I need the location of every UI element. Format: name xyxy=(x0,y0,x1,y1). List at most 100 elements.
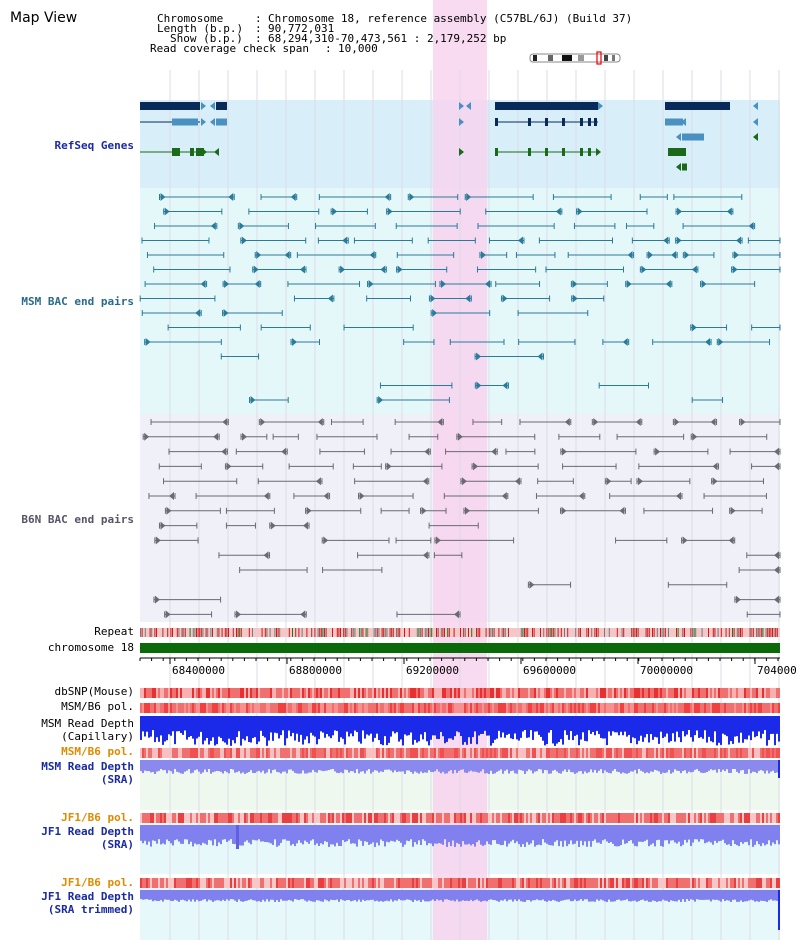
jf1-b6-pol-2-cell xyxy=(542,878,544,888)
msm-b6-pol-2-cell xyxy=(268,748,270,758)
track-label-msm-b6-pol[interactable]: MSM/B6 pol. xyxy=(61,700,134,713)
jf1-trim-depth-bar xyxy=(256,890,258,902)
msm-b6-pol-cell xyxy=(680,703,682,713)
dbsnp-cell xyxy=(302,688,304,698)
coverage-label: Read coverage check span xyxy=(150,42,309,55)
msm-sra-depth-bar xyxy=(466,760,468,774)
msm-sra-depth-bar xyxy=(502,760,504,774)
dbsnp-cell xyxy=(470,688,472,698)
msm-b6-pol-cell xyxy=(388,703,390,713)
jf1-trim-depth-bar xyxy=(290,890,292,901)
track-label-jf1-b6-pol-2[interactable]: JF1/B6 pol. xyxy=(61,876,134,889)
ideogram-band xyxy=(562,55,572,61)
coverage-value: 10,000 xyxy=(338,42,378,55)
track-label-msm-depth-sra[interactable]: MSM Read Depth xyxy=(41,760,134,773)
track-label-jf1-b6-pol[interactable]: JF1/B6 pol. xyxy=(61,811,134,824)
jf1-b6-pol-2-cell xyxy=(440,878,442,888)
repeat-element xyxy=(476,628,477,637)
jf1-trim-depth-bar xyxy=(328,890,330,902)
track-label-msm-depth-capillary[interactable]: MSM Read Depth xyxy=(41,717,134,730)
msm-b6-pol-cell xyxy=(632,703,634,713)
track-label-dbsnp[interactable]: dbSNP(Mouse) xyxy=(54,685,134,698)
jf1-sra-depth-bar xyxy=(254,825,256,841)
jf1-b6-pol-cell xyxy=(766,813,768,823)
track-label-b6n-bac[interactable]: B6N BAC end pairs xyxy=(21,513,134,526)
msm-b6-pol-cell xyxy=(436,703,438,713)
jf1-b6-pol-cell xyxy=(260,813,262,823)
jf1-b6-pol-2-cell xyxy=(534,878,536,888)
repeat-element xyxy=(725,628,727,637)
jf1-trim-depth-bar xyxy=(650,890,652,902)
jf1-b6-pol-2-cell xyxy=(622,878,624,888)
msm-sra-depth-bar xyxy=(410,760,412,772)
dbsnp-cell xyxy=(382,688,384,698)
jf1-b6-pol-cell xyxy=(254,813,256,823)
jf1-sra-depth-bar xyxy=(480,825,482,845)
jf1-b6-pol-2-cell xyxy=(314,878,316,888)
msm-b6-pol-cell xyxy=(760,703,762,713)
dbsnp-cell xyxy=(140,688,142,698)
msm-b6-pol-cell xyxy=(640,703,642,713)
jf1-trim-depth-bar xyxy=(538,890,540,901)
strand-arrow-icon xyxy=(691,265,697,274)
jf1-sra-depth-bar xyxy=(726,825,728,845)
dbsnp-cell xyxy=(632,688,634,698)
msm-b6-pol-2-cell xyxy=(170,748,172,758)
jf1-b6-pol-cell xyxy=(142,813,144,823)
jf1-trim-depth-bar xyxy=(570,890,572,902)
msm-capillary-depth-bar xyxy=(296,716,298,734)
jf1-b6-pol-cell xyxy=(694,813,696,823)
msm-sra-depth-bar xyxy=(390,760,392,771)
msm-b6-pol-2-cell xyxy=(488,748,490,758)
msm-b6-pol-2-cell xyxy=(530,748,532,758)
msm-capillary-depth-bar xyxy=(202,716,204,745)
track-label-jf1-depth-sra[interactable]: JF1 Read Depth xyxy=(41,825,134,838)
jf1-trim-depth-bar xyxy=(278,890,280,902)
repeat-element xyxy=(360,628,362,637)
msm-b6-pol-cell xyxy=(540,703,542,713)
dbsnp-cell xyxy=(562,688,564,698)
strand-arrow-icon xyxy=(684,251,690,259)
jf1-sra-depth-bar xyxy=(738,825,740,847)
dbsnp-cell xyxy=(750,688,752,698)
msm-capillary-depth-bar xyxy=(480,716,482,734)
jf1-b6-pol-2-cell xyxy=(552,878,554,888)
jf1-b6-pol-2-cell xyxy=(510,878,512,888)
dbsnp-cell xyxy=(478,688,480,698)
jf1-b6-pol-2-cell xyxy=(658,878,660,888)
msm-b6-pol-2-cell xyxy=(448,748,450,758)
msm-capillary-depth-bar xyxy=(218,716,220,737)
repeat-element xyxy=(437,628,439,637)
jf1-trim-depth-bar xyxy=(402,890,404,901)
msm-b6-pol-2-cell xyxy=(232,748,234,758)
jf1-sra-depth-bar xyxy=(762,825,764,844)
msm-b6-pol-2-cell xyxy=(664,748,666,758)
msm-b6-pol-cell xyxy=(264,703,266,713)
msm-b6-pol-2-cell xyxy=(774,748,776,758)
jf1-sra-depth-bar xyxy=(626,825,628,844)
msm-sra-depth-bar xyxy=(310,760,312,773)
dbsnp-cell xyxy=(292,688,294,698)
msm-sra-depth-bar xyxy=(508,760,510,774)
msm-b6-pol-2-cell xyxy=(204,748,206,758)
msm-capillary-depth-bar xyxy=(678,716,680,738)
track-label-refseq[interactable]: RefSeq Genes xyxy=(54,139,134,152)
jf1-b6-pol-cell xyxy=(214,813,216,823)
jf1-b6-pol-cell xyxy=(566,813,568,823)
track-label-jf1-depth-trimmed[interactable]: JF1 Read Depth xyxy=(41,890,134,903)
jf1-b6-pol-cell xyxy=(364,813,366,823)
strand-arrow-icon xyxy=(239,222,245,230)
jf1-trim-depth-bar xyxy=(242,890,244,902)
track-label-msm-bac[interactable]: MSM BAC end pairs xyxy=(21,295,134,308)
jf1-b6-pol-2-cell xyxy=(736,878,738,888)
msm-sra-depth-bar xyxy=(592,760,594,773)
track-label-msm-b6-pol-2[interactable]: MSM/B6 pol. xyxy=(61,745,134,758)
msm-sra-depth-bar xyxy=(288,760,290,770)
msm-sra-depth-bar xyxy=(674,760,676,770)
jf1-b6-pol-2-cell xyxy=(154,878,156,888)
repeat-element xyxy=(325,628,327,637)
jf1-b6-pol-cell xyxy=(490,813,492,823)
msm-b6-pol-2-cell xyxy=(282,748,284,758)
